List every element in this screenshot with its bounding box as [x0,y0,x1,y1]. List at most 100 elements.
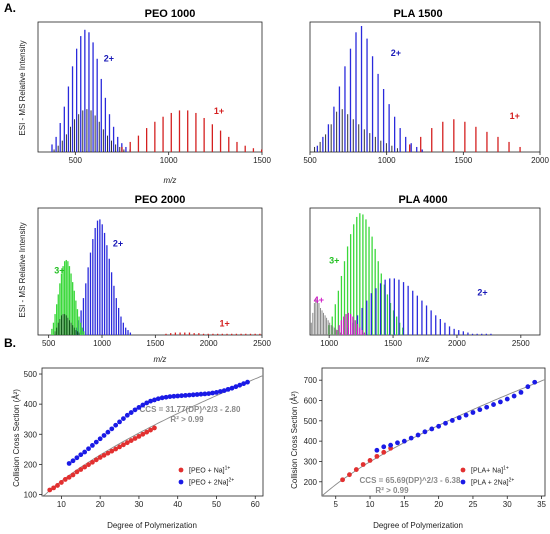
data-point [214,389,219,395]
fit-r-squared: R² > 0.99 [375,486,409,495]
scatter-pla_ccs: 5 10 15 20 25 30 35 200 300 400 500 600 700 [PLA+ Na]… [304,367,547,509]
data-point [381,449,387,455]
data-point [124,440,130,446]
x-tick-label: 500 [42,339,56,348]
x-tick-label: 500 [69,156,83,165]
data-point [449,418,455,423]
legend-label: [PLA + 2Na]2+ [471,478,514,487]
y-tick-label: 300 [24,430,38,439]
data-point [78,452,84,458]
x-tick-label: 1000 [378,156,396,165]
data-point [128,410,134,415]
x-tick-label: 2000 [200,339,218,348]
series-pla4000-2plus [347,278,492,335]
data-point [190,392,196,398]
data-point [443,420,448,426]
data-point [498,399,503,405]
data-point [518,389,524,395]
data-point [117,444,122,450]
panel-peo1000: PEO 1000 ESI - MS Relative Intensity m/z [18,8,195,185]
charge-state-label: 2+ [391,48,401,58]
y-tick-label: 600 [304,397,318,406]
data-point [340,477,345,483]
data-point [121,416,126,421]
data-point [105,429,111,435]
panel-pla4000: PLA 4000 m/z [398,194,447,364]
data-point [163,394,169,400]
data-point [47,487,53,493]
series-peo1000-adduct [53,109,125,152]
section-label-b: B. [4,336,16,350]
plot-frame [309,207,541,336]
x-tick-label: 2000 [448,339,466,348]
charge-state-label: 3+ [54,266,64,276]
plot-frame [309,21,541,153]
y-tick-label: 200 [24,460,38,469]
y-axis-title: Collision Cross Section (Å²) [290,391,299,489]
legend-marker [178,467,184,473]
y-axis-title: ESI - MS Relative Intensity [18,40,27,135]
data-point [186,392,192,398]
data-point [93,457,99,463]
section-label-a: A. [4,1,16,15]
data-point [456,415,462,421]
x-axis-title: m/z [164,176,177,185]
data-point [66,461,72,466]
plot-frame [37,207,263,336]
panel-title: PEO 2000 [135,194,186,206]
x-tick-label: 20 [434,500,443,509]
data-point [175,393,181,399]
data-point [148,427,153,433]
charge-state-label: 1+ [220,318,230,328]
x-tick-label: 25 [469,500,478,509]
data-point [121,442,126,448]
x-tick-label: 1000 [160,156,178,165]
data-point [159,395,165,401]
data-point [532,379,538,385]
data-point [86,446,91,452]
legend-label: [PLA+ Na]1+ [471,466,509,475]
plot-frame [37,21,263,153]
data-point [58,480,64,485]
data-point [229,385,235,391]
data-point [90,459,95,465]
charge-state-label: 1+ [510,111,520,121]
x-tick-label: 2500 [253,339,271,348]
y-tick-label: 500 [24,370,38,379]
data-point [144,400,150,406]
data-point [167,394,173,400]
series-pla1500-adduct [314,109,398,152]
x-tick-label: 1500 [253,156,271,165]
panel-title: PLA 1500 [393,8,442,20]
y-tick-label: 200 [304,478,318,487]
series-peo1000-1plus [121,110,263,152]
legend-label: [PEO + 2Na]2+ [189,478,234,487]
data-point [113,422,119,428]
data-point [491,402,496,407]
data-point [109,426,115,432]
data-point [415,432,421,438]
x-tick-label: 2500 [512,339,530,348]
series-pla1500-2plus [316,26,423,152]
data-point [132,407,138,413]
data-point [148,398,153,404]
data-point [241,381,247,387]
data-point [408,435,414,441]
data-point [93,439,99,445]
x-axis-title: m/z [154,355,167,364]
data-point [470,410,476,415]
data-point [113,446,119,452]
data-point [367,458,373,463]
data-point [436,423,442,429]
data-point [152,397,157,403]
data-point [62,477,68,482]
data-point [136,405,142,410]
x-tick-label: 1500 [454,156,472,165]
legend-label: [PEO + Na]1+ [189,466,230,475]
legend-marker [178,479,184,485]
data-point [70,472,76,478]
data-point [210,390,215,396]
data-point [179,393,184,399]
data-point [194,392,200,397]
